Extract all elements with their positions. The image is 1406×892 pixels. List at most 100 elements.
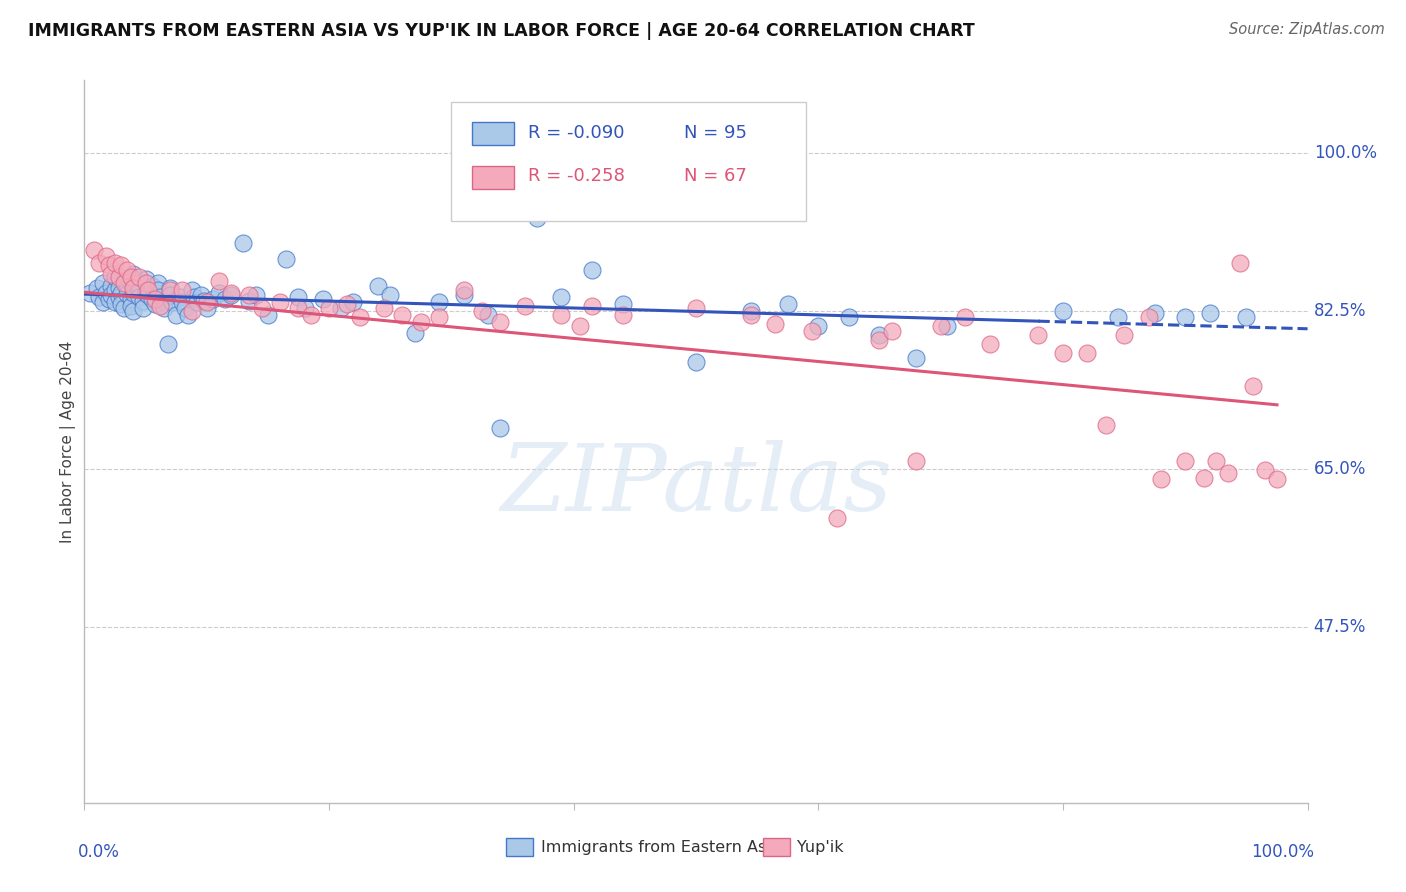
Point <box>294 301 316 315</box>
Point <box>550 308 572 322</box>
Point <box>685 355 707 369</box>
Point <box>1114 328 1136 343</box>
Text: N = 67: N = 67 <box>683 168 747 186</box>
Point <box>312 292 335 306</box>
Point <box>100 268 122 282</box>
Point <box>208 285 231 300</box>
Point <box>186 294 208 309</box>
Point <box>232 235 254 250</box>
Point <box>183 290 205 304</box>
Point <box>979 337 1001 351</box>
Point <box>100 288 122 302</box>
Point <box>250 301 273 315</box>
Point <box>1076 346 1098 360</box>
Point <box>104 283 127 297</box>
Point <box>471 303 494 318</box>
Point <box>935 318 957 333</box>
Point <box>287 290 309 304</box>
Text: R = -0.258: R = -0.258 <box>529 168 626 186</box>
Point <box>153 301 176 315</box>
Point <box>287 301 309 315</box>
Point <box>404 326 426 341</box>
Point <box>122 285 145 300</box>
Point <box>193 293 215 308</box>
Point <box>568 318 591 333</box>
Point <box>1052 346 1074 360</box>
Point <box>1265 473 1288 487</box>
Point <box>513 299 536 313</box>
Point <box>929 318 952 333</box>
Point <box>336 297 359 311</box>
Point <box>238 288 260 302</box>
Point <box>801 324 824 338</box>
Point <box>149 299 172 313</box>
Point <box>208 274 231 288</box>
FancyBboxPatch shape <box>472 122 513 145</box>
Point <box>146 283 169 297</box>
Point <box>135 272 157 286</box>
Point <box>880 324 903 338</box>
Point <box>825 511 848 525</box>
Text: 100.0%: 100.0% <box>1251 843 1313 861</box>
Point <box>905 454 928 468</box>
Point <box>869 328 891 343</box>
Point <box>132 293 155 308</box>
Point <box>112 277 135 291</box>
Point <box>128 270 150 285</box>
Point <box>765 317 787 331</box>
Point <box>172 283 194 297</box>
Point <box>110 285 132 300</box>
Point <box>276 252 298 266</box>
Point <box>110 297 132 311</box>
Text: 0.0%: 0.0% <box>79 843 120 861</box>
Point <box>1107 310 1129 324</box>
Point <box>1052 303 1074 318</box>
Point <box>97 259 120 273</box>
Point <box>143 292 166 306</box>
Point <box>141 292 163 306</box>
Point <box>87 256 110 270</box>
Point <box>367 279 389 293</box>
Text: 47.5%: 47.5% <box>1313 617 1367 636</box>
Point <box>125 277 148 291</box>
Point <box>79 285 101 300</box>
Point <box>740 303 762 318</box>
Point <box>269 294 291 309</box>
Text: 82.5%: 82.5% <box>1313 301 1367 319</box>
Point <box>219 288 242 302</box>
Point <box>120 270 142 285</box>
Point <box>1028 328 1050 343</box>
Point <box>156 337 179 351</box>
Point <box>838 310 860 324</box>
Point <box>526 211 548 225</box>
Point <box>97 292 120 306</box>
Text: Immigrants from Eastern Asia: Immigrants from Eastern Asia <box>541 840 780 855</box>
Point <box>112 301 135 315</box>
Point <box>122 303 145 318</box>
Point <box>1094 418 1116 433</box>
Point <box>427 294 450 309</box>
Point <box>245 288 267 302</box>
Point <box>181 303 204 318</box>
Text: Yup'ik: Yup'ik <box>797 840 844 855</box>
FancyBboxPatch shape <box>506 838 533 856</box>
Point <box>107 270 129 285</box>
Point <box>489 315 512 329</box>
Point <box>135 277 157 291</box>
Point <box>477 308 499 322</box>
Point <box>169 290 191 304</box>
Point <box>146 277 169 291</box>
Point <box>132 301 155 315</box>
Point <box>159 281 181 295</box>
Point <box>1241 378 1264 392</box>
Point <box>104 256 127 270</box>
Point <box>612 297 634 311</box>
Text: Source: ZipAtlas.com: Source: ZipAtlas.com <box>1229 22 1385 37</box>
Point <box>83 243 105 257</box>
Point <box>1236 310 1258 324</box>
Point <box>120 299 142 313</box>
Point <box>195 301 218 315</box>
Point <box>1174 310 1197 324</box>
Point <box>165 308 187 322</box>
Point <box>190 288 212 302</box>
